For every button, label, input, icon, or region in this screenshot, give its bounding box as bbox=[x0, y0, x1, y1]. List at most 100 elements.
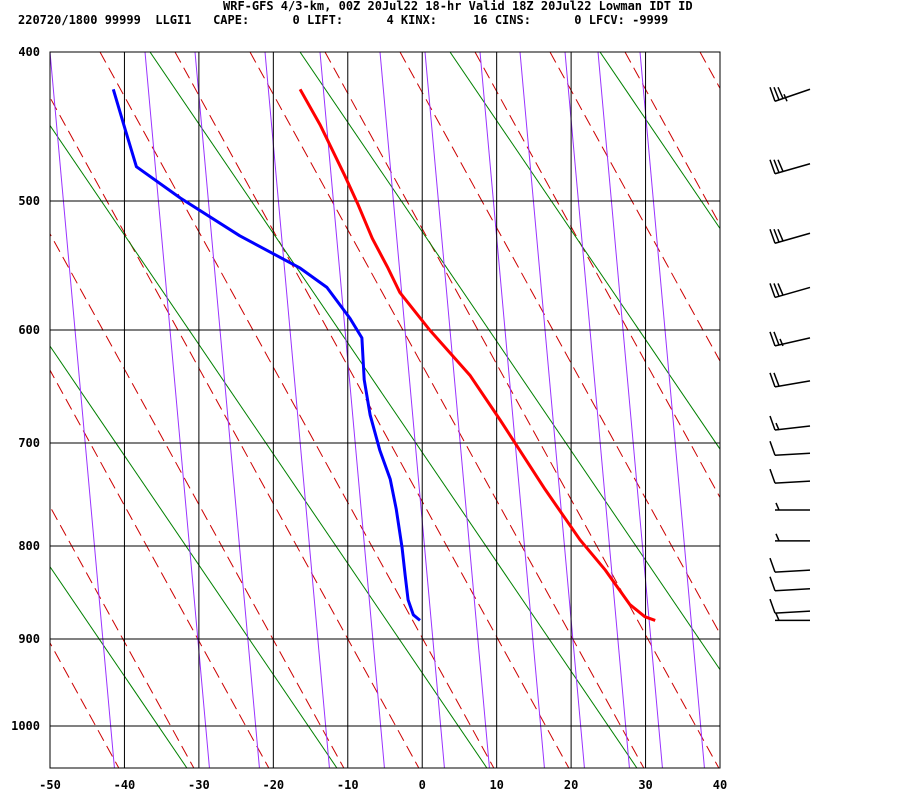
dry-adiabat-line bbox=[249, 52, 645, 768]
wind-barb-flag bbox=[773, 331, 780, 346]
wind-barb bbox=[769, 228, 811, 244]
wind-barb-flag bbox=[769, 557, 776, 573]
wind-barb-staff bbox=[774, 163, 811, 175]
x-tick-label: -10 bbox=[337, 778, 359, 792]
wind-barb-flag bbox=[769, 415, 776, 431]
mixing-ratio-line bbox=[319, 52, 385, 768]
wind-barb-staff bbox=[774, 480, 811, 484]
x-tick-label: 0 bbox=[419, 778, 426, 792]
wind-barb bbox=[769, 576, 811, 592]
dry-adiabat-line bbox=[474, 52, 720, 499]
x-tick-label: -20 bbox=[262, 778, 284, 792]
x-tick-label: 30 bbox=[638, 778, 652, 792]
wind-barb bbox=[769, 283, 811, 299]
wind-barb-staff bbox=[774, 337, 811, 347]
wind-barb-flag bbox=[769, 441, 776, 456]
skewed-isotherm-line bbox=[449, 52, 720, 450]
skewed-isotherm-line bbox=[50, 124, 488, 768]
y-tick-label: 1000 bbox=[11, 719, 40, 733]
wind-barb bbox=[769, 159, 811, 175]
dry-adiabat-line bbox=[699, 52, 720, 90]
wind-barb-half-flag bbox=[779, 338, 784, 347]
wind-barb bbox=[769, 441, 811, 457]
mixing-ratio-line bbox=[264, 52, 330, 768]
wind-barb-flag bbox=[773, 86, 780, 101]
wind-barb-staff bbox=[774, 569, 811, 573]
wind-barb-flag bbox=[777, 86, 784, 99]
x-tick-label: 10 bbox=[489, 778, 503, 792]
x-tick-label: 40 bbox=[713, 778, 727, 792]
mixing-ratio-line bbox=[379, 52, 445, 768]
wind-barb bbox=[769, 331, 811, 347]
dry-adiabat-line bbox=[850, 52, 900, 768]
x-tick-label: -50 bbox=[39, 778, 61, 792]
wind-barb-staff bbox=[774, 452, 811, 457]
skewed-isotherm-line bbox=[50, 565, 188, 768]
wind-barb bbox=[775, 613, 810, 622]
wind-barb bbox=[775, 533, 810, 542]
wind-barb-flag bbox=[769, 228, 776, 244]
wind-barb-flag bbox=[769, 372, 776, 388]
mixing-ratio-line bbox=[479, 52, 545, 768]
wind-barb-staff bbox=[774, 232, 811, 244]
wind-barb-half-flag bbox=[775, 422, 780, 431]
dry-adiabat-line bbox=[174, 52, 570, 768]
wind-barb-staff bbox=[774, 380, 811, 388]
wind-barb-staff bbox=[774, 425, 811, 431]
x-tick-label: -30 bbox=[188, 778, 210, 792]
mixing-ratio-line bbox=[144, 52, 210, 768]
wind-barb-flag bbox=[773, 283, 780, 297]
mixing-ratio-line bbox=[564, 52, 630, 768]
wind-barb-flag bbox=[773, 228, 780, 243]
skewed-isotherm-line bbox=[0, 52, 37, 768]
y-tick-label: 800 bbox=[18, 539, 40, 553]
mixing-ratio-line bbox=[519, 52, 585, 768]
dry-adiabat-line bbox=[0, 52, 44, 768]
skewed-isotherm-line bbox=[50, 345, 338, 768]
wind-barb bbox=[775, 502, 810, 511]
chart-title: WRF-GFS 4/3-km, 00Z 20Jul22 18-hr Valid … bbox=[223, 0, 693, 13]
wind-barb-flag bbox=[769, 86, 776, 102]
temperature-line bbox=[298, 88, 656, 622]
wind-barb-half-flag bbox=[783, 93, 788, 102]
dry-adiabat-line bbox=[50, 505, 195, 768]
wind-barb-flag bbox=[769, 283, 776, 298]
dry-adiabat-line bbox=[99, 52, 495, 768]
wind-barb-flag bbox=[777, 283, 784, 296]
wind-barb-half-flag bbox=[775, 613, 780, 621]
dry-adiabat-line bbox=[549, 52, 720, 363]
wind-barb-flag bbox=[769, 598, 776, 614]
mixing-ratio-line bbox=[639, 52, 705, 768]
y-tick-label: 400 bbox=[18, 45, 40, 59]
mixing-ratio-line bbox=[424, 52, 490, 768]
skewed-isotherm-line bbox=[750, 52, 900, 768]
dry-adiabat-line bbox=[624, 52, 720, 226]
dry-adiabat-line bbox=[775, 52, 900, 768]
y-tick-label: 500 bbox=[18, 194, 40, 208]
wind-barb bbox=[769, 86, 811, 102]
mixing-ratio-line bbox=[194, 52, 260, 768]
wind-barb-flag bbox=[777, 159, 784, 172]
skewed-isotherm-line bbox=[149, 52, 638, 768]
x-tick-label: -40 bbox=[114, 778, 136, 792]
wind-barb bbox=[769, 598, 811, 614]
wind-barb-flag bbox=[769, 576, 776, 592]
mixing-ratio-line bbox=[597, 52, 663, 768]
wind-barb-half-flag bbox=[775, 533, 780, 542]
skewed-isotherm-line bbox=[599, 52, 720, 230]
y-tick-label: 700 bbox=[18, 436, 40, 450]
wind-barb bbox=[769, 468, 811, 484]
y-tick-label: 900 bbox=[18, 632, 40, 646]
mixing-ratio-line bbox=[50, 52, 115, 768]
dry-adiabat-line bbox=[50, 232, 345, 768]
wind-barb-staff bbox=[774, 588, 811, 592]
dewpoint-line bbox=[111, 88, 421, 622]
dry-adiabat-line bbox=[50, 96, 420, 768]
wind-barb-half-flag bbox=[775, 502, 780, 511]
y-tick-label: 600 bbox=[18, 323, 40, 337]
dry-adiabat-line bbox=[399, 52, 720, 635]
dry-adiabat-line bbox=[324, 52, 720, 768]
wind-barb bbox=[769, 372, 811, 388]
wind-barb-flag bbox=[777, 228, 784, 242]
